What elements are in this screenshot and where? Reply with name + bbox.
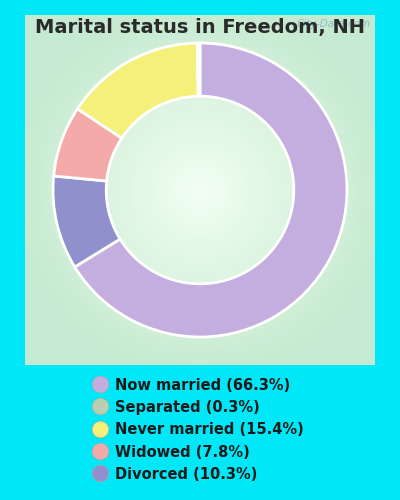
Text: City-Data.com: City-Data.com <box>297 19 371 29</box>
Wedge shape <box>54 109 122 181</box>
Legend: Now married (66.3%), Separated (0.3%), Never married (15.4%), Widowed (7.8%), Di: Now married (66.3%), Separated (0.3%), N… <box>96 378 304 482</box>
Wedge shape <box>53 176 120 267</box>
Wedge shape <box>78 43 198 138</box>
Text: Marital status in Freedom, NH: Marital status in Freedom, NH <box>35 18 365 36</box>
Wedge shape <box>197 43 200 96</box>
Wedge shape <box>75 43 347 337</box>
